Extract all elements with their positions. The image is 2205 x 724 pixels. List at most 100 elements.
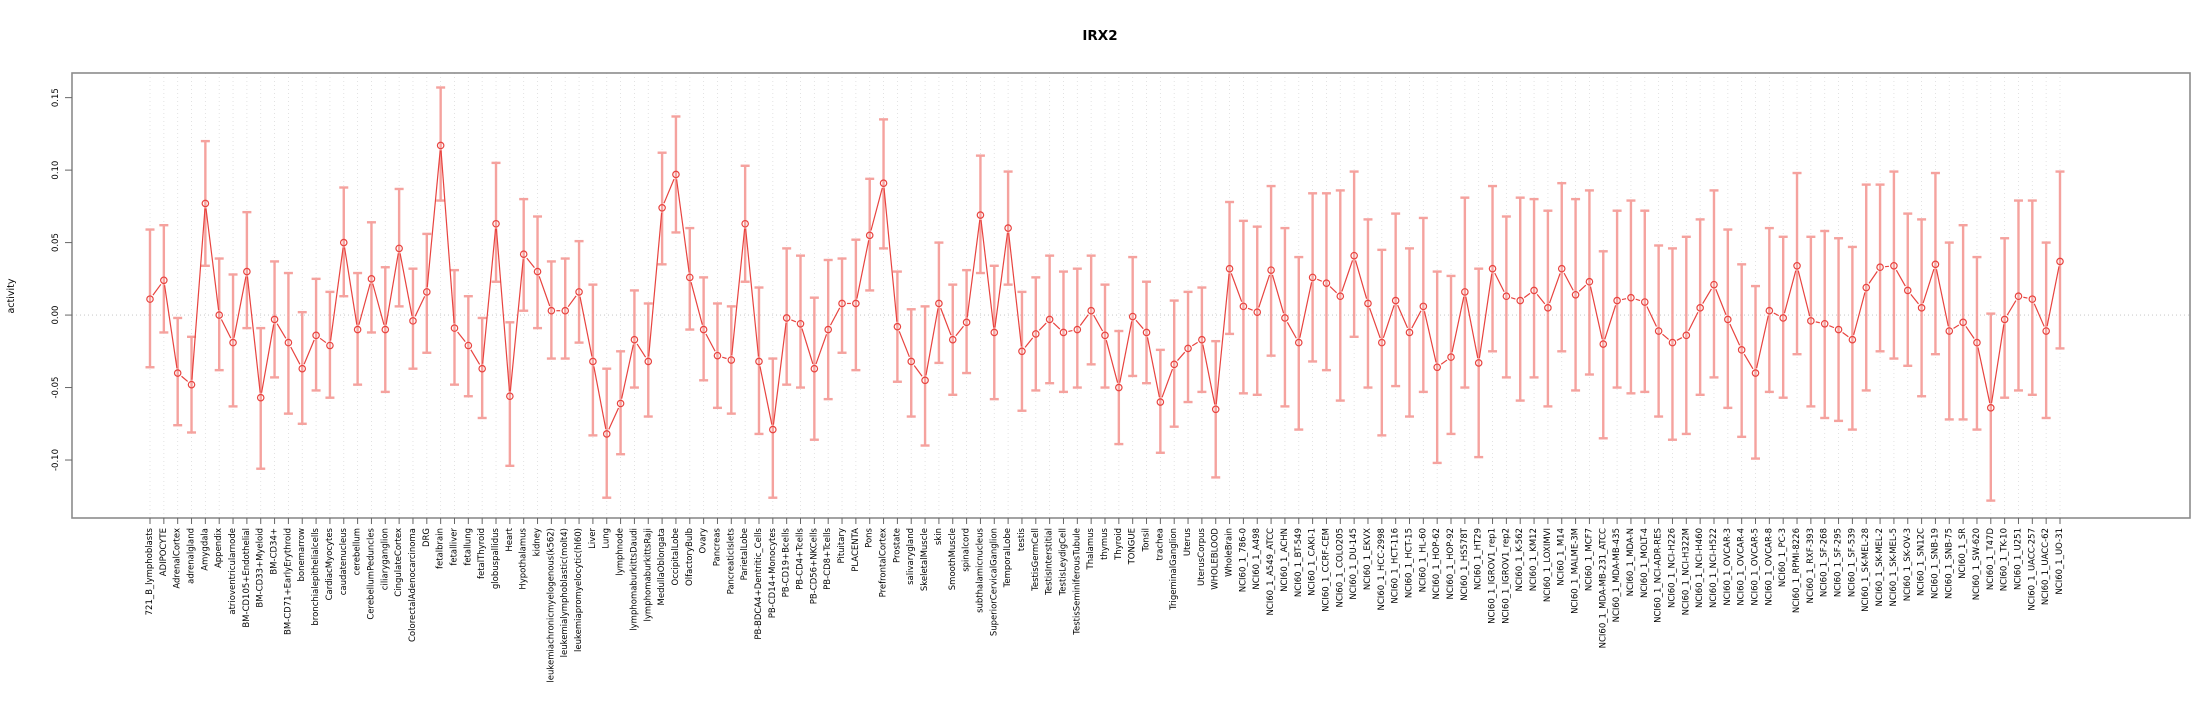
series-line-segment xyxy=(1854,292,1865,335)
series-line-segment xyxy=(1136,320,1143,328)
series-line-segment xyxy=(1829,326,1834,328)
x-tick-label: Thyroid xyxy=(1114,528,1124,561)
x-tick-label: OccipitalLobe xyxy=(671,528,681,585)
series-line-segment xyxy=(2034,304,2044,327)
y-tick-label: -0.05 xyxy=(51,377,61,399)
x-tick-label: NCI60_1_NCI-H322M xyxy=(1681,528,1691,615)
series-line-segment xyxy=(320,338,326,342)
series-line-segment xyxy=(732,229,745,355)
x-tick-label: atrioventricularnode xyxy=(228,528,238,615)
x-tick-label: leukemialymphoblastic(molt4) xyxy=(560,528,570,657)
x-tick-label: NCI60_1_SK-MEL-5 xyxy=(1889,528,1899,606)
x-tick-label: PB-CD8+Tcells xyxy=(823,527,833,589)
series-line-segment xyxy=(1259,275,1270,308)
x-tick-label: NCI60_1_HT29 xyxy=(1474,528,1484,590)
series-line-segment xyxy=(1703,289,1712,304)
series-line-segment xyxy=(1784,271,1795,314)
series-line-segment xyxy=(1106,340,1117,383)
x-tick-label: Heart xyxy=(505,527,515,551)
x-tick-label: lymphnode xyxy=(616,528,626,576)
x-tick-label: trachea xyxy=(1155,528,1165,561)
x-tick-label: BM-CD33+Myeloid xyxy=(256,528,266,608)
series-line-segment xyxy=(995,233,1008,327)
series-line-segment xyxy=(899,331,909,356)
x-tick-label: DRG xyxy=(422,528,432,547)
series-line-segment xyxy=(1992,324,2004,403)
series-line-segment xyxy=(1636,299,1640,300)
series-line-segment xyxy=(1300,282,1312,337)
x-tick-label: bronchialepithelialcells xyxy=(311,527,321,625)
series-line-segment xyxy=(594,366,606,429)
series-line-segment xyxy=(967,220,980,317)
x-tick-label: Uterus xyxy=(1183,527,1193,556)
x-tick-label: Pancreas xyxy=(712,527,722,566)
series-line-segment xyxy=(1662,334,1668,339)
series-line-segment xyxy=(441,150,454,323)
x-tick-label: CingulateCortex xyxy=(394,528,404,597)
x-tick-label: spinalcord xyxy=(962,528,972,572)
x-tick-label: NCI60_1_U251 xyxy=(2013,528,2023,590)
series-line-segment xyxy=(153,284,161,295)
x-tick-label: bonemarrow xyxy=(297,528,307,582)
x-tick-label: fetalThyroid xyxy=(477,528,487,579)
series-line-segment xyxy=(221,320,230,339)
x-tick-label: NCI60_1_MOLT-4 xyxy=(1640,528,1650,598)
x-tick-label: NCI60_1_HCT-15 xyxy=(1404,528,1414,598)
series-line-segment xyxy=(1317,279,1322,281)
series-line-segment xyxy=(1579,285,1586,291)
series-line-segment xyxy=(1689,312,1698,331)
series-line-segment xyxy=(622,345,634,399)
series-line-segment xyxy=(291,347,300,364)
x-tick-label: BM-CD34+ xyxy=(270,528,280,575)
x-tick-label: NCI60_1_MCF7 xyxy=(1584,528,1594,591)
x-tick-label: NCI60_1_PC-3 xyxy=(1778,528,1788,587)
series-line-segment xyxy=(1757,316,1769,369)
series-line-segment xyxy=(1025,338,1033,348)
series-line-segment xyxy=(496,229,509,392)
series-line-segment xyxy=(1356,260,1367,298)
x-tick-label: MedullaOblongata xyxy=(657,528,667,605)
x-tick-label: CardiacMyocytes xyxy=(325,527,335,600)
series-line-segment xyxy=(580,297,592,357)
x-tick-label: NCI60_1_LOXIMVI xyxy=(1543,528,1553,602)
plot-border xyxy=(72,73,2190,518)
x-tick-label: adrenalgland xyxy=(187,528,197,584)
x-tick-label: fetallung xyxy=(463,528,473,566)
series-line-segment xyxy=(1216,274,1229,405)
series-line-segment xyxy=(331,248,344,341)
series-line-segment xyxy=(2007,301,2016,316)
series-line-segment xyxy=(1479,274,1491,358)
series-line-segment xyxy=(1798,271,1809,316)
series-line-segment xyxy=(1466,297,1478,358)
x-tick-label: NCI60_1_OVCAR-8 xyxy=(1764,528,1774,606)
x-tick-label: BM-CD105+Endothelial xyxy=(242,528,252,628)
x-tick-label: BM-CD71+EarlyErythroid xyxy=(283,528,293,635)
series-line-segment xyxy=(941,308,951,335)
series-line-segment xyxy=(510,259,523,391)
x-tick-label: salivarygland xyxy=(906,528,916,585)
series-line-segment xyxy=(1936,269,1948,326)
series-line-segment xyxy=(1730,324,1740,345)
series-line-segment xyxy=(664,179,674,203)
series-line-segment xyxy=(722,357,726,358)
x-tick-label: NCI60_1_UO-31 xyxy=(2055,528,2065,595)
x-tick-label: NCI60_1_MDA-N xyxy=(1626,528,1636,596)
x-tick-label: testis xyxy=(1017,527,1027,551)
x-tick-label: lymphomaburkittsRaji xyxy=(643,528,653,621)
x-tick-label: ParietalLobe xyxy=(740,528,750,580)
x-tick-label: NCI60_1_T47D xyxy=(1986,528,1996,591)
x-tick-label: NCI60_1_UACC-62 xyxy=(2041,528,2051,605)
x-tick-label: NCI60_1_SN12C xyxy=(1917,528,1927,596)
series-line-segment xyxy=(1177,352,1184,360)
x-tick-label: NCI60_1_SNB-75 xyxy=(1944,528,1954,599)
x-tick-label: TrigeminalGanglion xyxy=(1169,528,1179,611)
x-tick-label: NCI60_1_RXF-393 xyxy=(1806,528,1816,603)
series-line-segment xyxy=(1248,308,1253,310)
x-tick-label: TONGUE xyxy=(1128,528,1138,565)
y-axis-label: activity xyxy=(6,278,17,313)
series-line-segment xyxy=(1272,275,1283,313)
x-tick-label: NCI60_1_IGROV1_rep1 xyxy=(1488,528,1498,624)
x-tick-label: NCI60_1_786-0 xyxy=(1238,528,1248,592)
x-tick-label: NCI60_1_IGROV1_rep2 xyxy=(1501,528,1511,624)
x-tick-label: OlfactoryBulb xyxy=(685,528,695,586)
